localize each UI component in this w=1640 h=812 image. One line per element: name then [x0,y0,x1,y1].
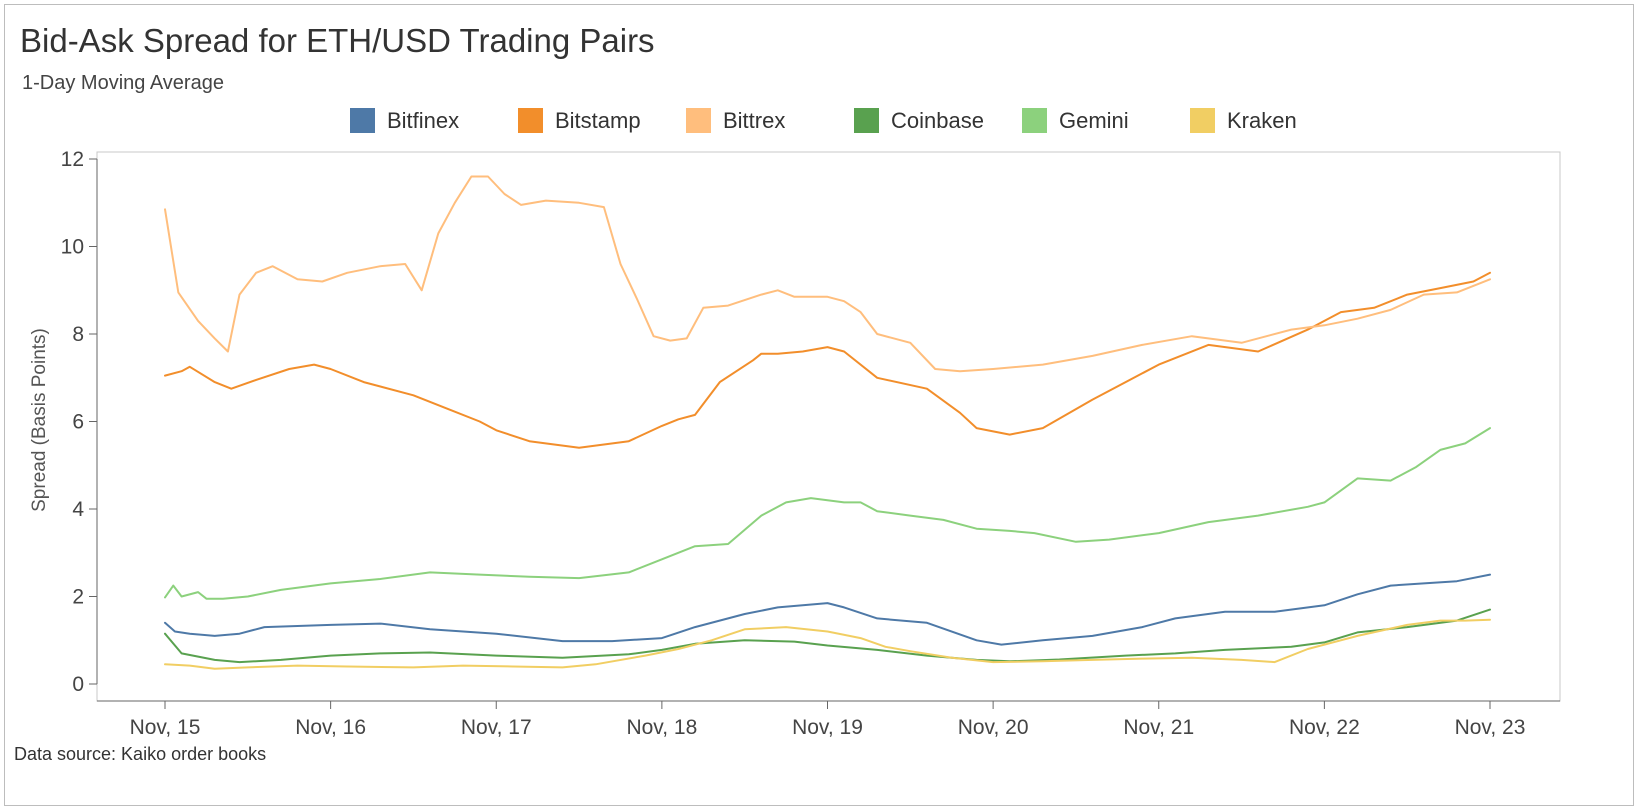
chart-subtitle: 1-Day Moving Average [22,72,224,94]
x-tick-label: Nov, 22 [1289,716,1360,739]
series-line-gemini [164,427,1491,600]
y-tick-label: 10 [61,236,84,259]
series-layer [164,175,1491,670]
y-axis-title: Spread (Basis Points) [29,328,50,512]
legend-swatch-bittrex [686,108,711,133]
data-source-note: Data source: Kaiko order books [14,744,267,764]
series-line-bitfinex [164,573,1491,646]
legend-label-bittrex: Bittrex [723,108,786,133]
x-tick-label: Nov, 23 [1455,716,1526,739]
legend-swatch-coinbase [854,108,879,133]
legend-swatch-kraken [1190,108,1215,133]
axes: 0 2 4 6 8 10 12 Nov, 15 Nov, 16 Nov, 17 Nov, 18 Nov… [61,148,1560,739]
series-line-bittrex [164,175,1491,373]
legend-label-gemini: Gemini [1059,108,1129,133]
x-tick-label: Nov, 20 [958,716,1029,739]
y-tick-label: 6 [72,411,84,434]
legend-label-bitfinex: Bitfinex [387,108,460,133]
legend-label-kraken: Kraken [1227,108,1297,133]
y-tick-label: 8 [72,323,84,346]
series-line-kraken [164,618,1491,670]
x-tick-label: Nov, 17 [461,716,532,739]
y-tick-label: 12 [61,148,84,171]
legend-label-coinbase: Coinbase [891,108,984,133]
legend-swatch-bitfinex [350,108,375,133]
series-line-bitstamp [164,271,1491,449]
plot-area [96,151,1561,702]
chart-title: Bid-Ask Spread for ETH/USD Trading Pairs [20,22,655,59]
x-tick-label: Nov, 15 [130,716,201,739]
y-tick-label: 4 [72,498,84,521]
x-tick-label: Nov, 16 [295,716,366,739]
y-tick-label: 0 [72,673,84,696]
legend-swatch-bitstamp [518,108,543,133]
x-tick-label: Nov, 19 [792,716,863,739]
legend-swatch-gemini [1022,108,1047,133]
y-tick-label: 2 [72,586,84,609]
x-tick-label: Nov, 18 [626,716,697,739]
chart-frame [4,4,1634,806]
series-line-coinbase [164,608,1491,664]
x-tick-label: Nov, 21 [1123,716,1194,739]
legend-label-bitstamp: Bitstamp [555,108,641,133]
